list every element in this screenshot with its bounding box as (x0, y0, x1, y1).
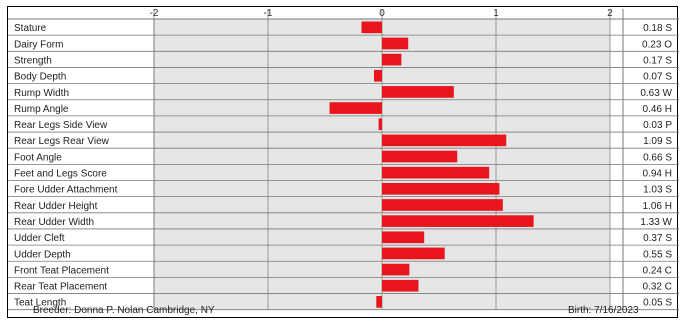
bar (382, 199, 503, 211)
bar (374, 69, 382, 82)
value-label: 0.17 S (643, 55, 672, 66)
bar (376, 296, 382, 308)
trait-label: Front Teat Placement (14, 265, 109, 276)
trait-label: Fore Udder Attachment (14, 185, 118, 196)
trait-label: Rear Udder Height (14, 201, 98, 212)
bar (378, 118, 382, 131)
trait-label: Stature (14, 23, 47, 34)
trait-label: Udder Cleft (14, 233, 65, 244)
trait-label: Rear Legs Side View (14, 120, 108, 131)
chart-frame: -2 -1 0 1 2 Stature 0.18 S Dairy Form 0.23 O Stre… (7, 6, 679, 318)
trait-label: Feet and Legs Score (14, 169, 107, 180)
bar (382, 279, 419, 292)
value-label: 0.46 H (643, 104, 672, 115)
value-label: 0.05 S (643, 298, 672, 309)
value-label: 0.63 W (640, 88, 672, 99)
breeder-text: Breeder: Donna P. Nolan Cambridge, NY (33, 305, 215, 316)
bar (382, 134, 507, 147)
linear-trait-chart: -2 -1 0 1 2 Stature 0.18 S Dairy Form 0.23 O Stre… (8, 8, 679, 311)
birth-date-text: Birth: 7/16/2023 (568, 305, 639, 316)
bar (382, 53, 402, 66)
value-label: 0.07 S (643, 72, 672, 83)
x-tick-label: 0 (379, 8, 385, 19)
trait-label: Udder Depth (14, 249, 71, 260)
value-label: 1.03 S (643, 185, 672, 196)
value-label: 0.66 S (643, 152, 672, 163)
value-label: 1.06 H (643, 201, 672, 212)
trait-label: Rear Teat Placement (14, 282, 107, 293)
trait-label: Strength (14, 55, 52, 66)
trait-label: Foot Angle (14, 152, 62, 163)
value-label: 0.37 S (643, 233, 672, 244)
bar (382, 183, 500, 195)
trait-label: Rear Udder Width (14, 217, 94, 228)
bar (382, 86, 454, 98)
trait-label: Teat Length (14, 298, 66, 309)
bar (382, 166, 490, 179)
x-tick-label: 2 (607, 8, 613, 19)
trait-label: Rump Angle (14, 104, 69, 115)
bar (361, 21, 382, 34)
value-label: 0.32 C (643, 282, 672, 293)
bar (382, 247, 445, 260)
bar (382, 215, 534, 227)
trait-label: Body Depth (14, 72, 66, 83)
x-tick-label: 1 (493, 8, 499, 19)
bar (329, 102, 382, 114)
value-label: 0.23 O (642, 39, 672, 50)
trait-label: Rear Legs Rear View (14, 136, 110, 147)
trait-label: Dairy Form (14, 39, 63, 50)
bar (382, 263, 410, 276)
value-label: 0.24 C (643, 265, 672, 276)
value-label: 0.94 H (643, 169, 672, 180)
x-tick-label: -2 (150, 8, 159, 19)
bar (382, 150, 458, 163)
value-label: 1.09 S (643, 136, 672, 147)
value-label: 0.03 P (643, 120, 672, 131)
x-tick-label: -1 (264, 8, 273, 19)
value-label: 0.18 S (643, 23, 672, 34)
bar (382, 231, 425, 244)
value-label: 0.55 S (643, 249, 672, 260)
bar (382, 37, 409, 50)
value-label: 1.33 W (640, 217, 672, 228)
trait-label: Rump Width (14, 88, 69, 99)
